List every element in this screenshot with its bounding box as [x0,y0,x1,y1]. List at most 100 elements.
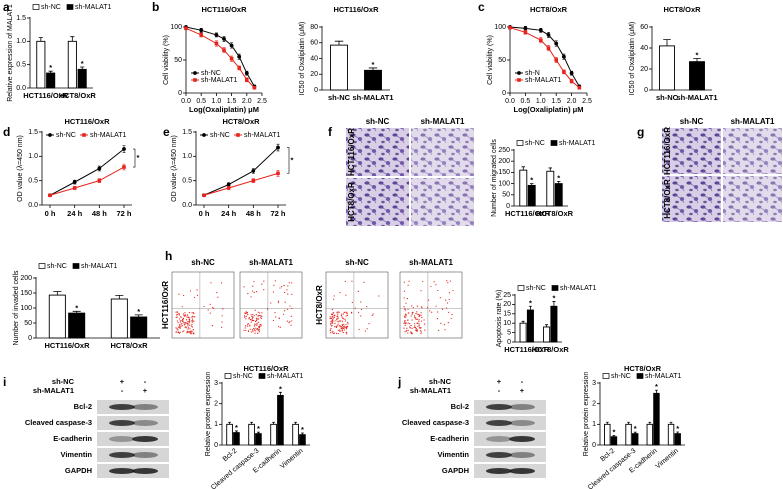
data-point [245,78,249,82]
flow-dot [180,316,182,318]
flow-dot [176,311,179,313]
significance-bracket [287,147,290,174]
flow-dot [403,297,405,299]
flow-dot [182,313,185,315]
flow-dot [261,283,263,285]
legend-label: sh-NC [611,373,631,380]
column-label: sh-MALAT1 [409,258,453,267]
y-tick-label: 0 [507,339,511,346]
flow-dot [252,316,254,318]
data-point [122,165,126,169]
flow-dot [407,329,409,332]
flow-plot [171,271,235,339]
bar [292,423,299,446]
flow-dot [175,311,177,313]
flow-dot [187,320,189,323]
flow-dot [179,326,181,328]
flow-dot [427,299,430,301]
bar [625,423,632,446]
series-line [509,26,580,87]
flow-dot [280,286,283,288]
flow-dot [403,316,405,318]
y-tick-label: 200 [498,158,510,165]
data-point [244,71,249,76]
flow-dot [341,330,343,332]
flow-dot [416,322,418,324]
y-tick-label: 40 [640,45,648,52]
flow-dot [179,324,181,326]
flow-dot [192,311,194,314]
flow-dot [245,315,247,318]
error-bar [627,421,630,425]
flow-dot [335,332,338,335]
legend-label: sh-NC [56,132,76,139]
flow-dot [416,311,418,313]
flow-dot [288,282,290,284]
flow-dot [411,319,413,321]
data-point [237,66,241,70]
flow-dot [252,314,254,316]
flow-dot [282,313,285,315]
x-tick-label: HCT116/OxR [505,209,551,218]
y-tick-label: 0 [592,442,596,449]
x-tick-label: HCT116/OxR [23,91,69,100]
flow-dot [189,328,191,330]
chart-title: HCT116/OxR [64,117,110,126]
flow-dot [250,319,252,321]
flow-dot [339,291,341,294]
flow-dot [177,329,179,331]
flow-dot [178,313,180,315]
flow-dot [414,317,417,319]
y-tick-label: 15 [503,311,511,318]
flow-dot [189,319,191,321]
flow-dot [431,311,433,313]
y-tick-label: 1.5 [28,129,38,136]
micrograph [411,128,474,176]
data-point [237,54,242,59]
data-point [252,85,257,90]
flow-dot [350,311,353,313]
legend-swatch [516,140,524,146]
flow-dot [244,327,246,329]
y-axis-label: Apoptosis rate (%) [496,290,503,348]
flow-dot [266,308,269,310]
data-point [539,38,543,42]
significance-mark: * [235,423,238,432]
flow-dot [346,311,348,313]
flow-dot [250,321,252,323]
flow-dot [256,324,258,326]
flow-dot [403,327,405,329]
flow-dot [191,326,193,328]
lane-sign: - [521,377,524,386]
error-bar [655,389,658,394]
series-line [203,147,279,196]
y-axis-label: IC50 of Oxaliplatin (μM) [299,22,306,96]
y-tick-label: 0 [506,203,510,210]
x-tick-label: 1.0 [212,98,222,105]
flow-dot [405,302,407,304]
flow-dot [263,280,265,282]
legend-label: sh-MALAT1 [645,373,682,380]
y-axis-label: Relative protein expression [583,372,590,457]
flow-dot [183,294,185,297]
flow-dot [430,285,432,288]
flow-dot [187,314,189,316]
flow-dot [256,323,258,325]
flow-dot [181,306,183,308]
flow-dot [258,321,260,323]
y-axis-label: Number of migrated cells [491,139,498,217]
flow-dot [337,314,339,316]
column-label: sh-MALAT1 [249,258,293,267]
flow-dot [272,319,275,322]
error-bar [279,391,282,396]
flow-dot [414,327,416,329]
flow-dot [335,318,338,320]
flow-dot [191,321,193,323]
blot-band [109,468,135,474]
flow-dot [179,327,181,329]
x-tick-label: Vimentin [279,448,304,471]
flow-dot [221,321,223,323]
row-label: HCT8/OxR [315,285,324,325]
flow-dot [414,325,416,327]
flow-dot [416,330,418,332]
